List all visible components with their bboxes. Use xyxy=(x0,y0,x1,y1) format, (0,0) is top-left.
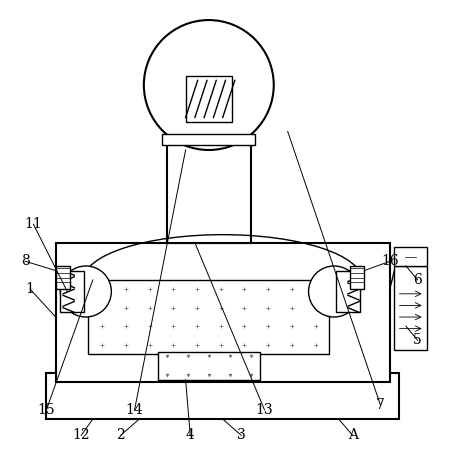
Bar xyxy=(185,76,232,122)
Text: 2: 2 xyxy=(116,428,125,442)
Bar xyxy=(336,270,359,312)
Bar xyxy=(157,352,259,380)
Text: 8: 8 xyxy=(21,255,30,269)
Bar xyxy=(56,243,389,382)
Text: 11: 11 xyxy=(25,217,42,231)
Circle shape xyxy=(308,266,359,317)
Text: 6: 6 xyxy=(413,273,421,287)
Bar xyxy=(394,248,426,266)
Bar xyxy=(60,270,83,312)
Text: 5: 5 xyxy=(413,333,421,347)
Text: 7: 7 xyxy=(375,398,384,412)
Bar xyxy=(88,280,329,354)
Bar xyxy=(167,141,250,243)
Text: 14: 14 xyxy=(125,403,143,417)
Text: 3: 3 xyxy=(237,428,245,442)
Text: 4: 4 xyxy=(185,428,194,442)
Text: 12: 12 xyxy=(72,428,90,442)
Text: 1: 1 xyxy=(25,282,35,296)
Circle shape xyxy=(144,20,273,150)
Bar xyxy=(394,266,426,349)
Bar xyxy=(350,266,363,289)
Text: 15: 15 xyxy=(38,403,55,417)
Bar xyxy=(162,134,255,145)
Text: A: A xyxy=(347,428,357,442)
Text: 13: 13 xyxy=(255,403,273,417)
Bar xyxy=(46,373,398,419)
Bar xyxy=(56,266,69,289)
Text: 16: 16 xyxy=(380,255,398,269)
Circle shape xyxy=(60,266,111,317)
